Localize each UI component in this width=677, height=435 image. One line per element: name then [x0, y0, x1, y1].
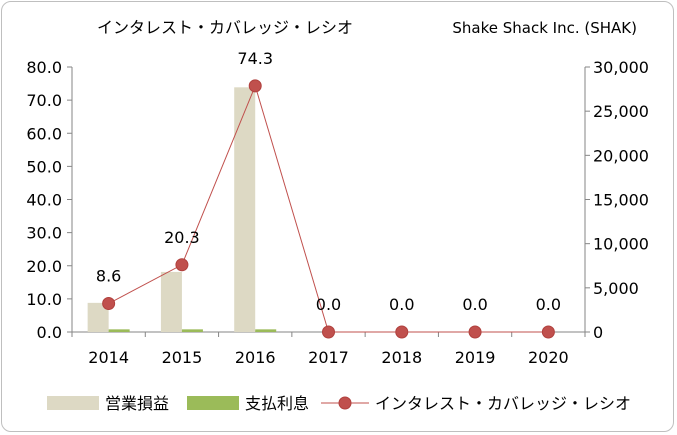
- point-icr: [541, 325, 555, 339]
- point-icr: [322, 325, 335, 339]
- x-tick-label: 2020: [528, 348, 569, 367]
- point-icr: [395, 325, 409, 339]
- point-icr: [248, 79, 262, 93]
- left-tick-label: 70.0: [26, 91, 62, 110]
- x-tick-label: 2017: [308, 348, 349, 367]
- chart-title: インタレスト・カバレッジ・レシオ: [97, 18, 353, 37]
- right-tick-label: 10,000: [593, 235, 649, 254]
- bar-operating-income: [234, 87, 256, 332]
- point-icr: [175, 258, 189, 272]
- bar-interest-expense: [108, 329, 130, 332]
- data-label-icr: 74.3: [237, 49, 273, 68]
- legend-marker-icr: [338, 396, 352, 410]
- data-label-icr: 20.3: [164, 228, 200, 247]
- legend-label-operating-income: 営業損益: [105, 394, 169, 413]
- data-label-icr: 0.0: [536, 295, 561, 314]
- left-tick-label: 0.0: [37, 323, 62, 342]
- bar-interest-expense: [181, 329, 203, 332]
- right-tick-label: 20,000: [593, 146, 649, 165]
- right-tick-label: 30,000: [593, 58, 649, 77]
- legend-swatch-interest-expense: [187, 396, 239, 410]
- data-label-icr: 0.0: [316, 295, 341, 314]
- left-tick-label: 10.0: [26, 290, 62, 309]
- point-icr: [102, 297, 116, 311]
- left-tick-label: 60.0: [26, 124, 62, 143]
- x-tick-label: 2018: [381, 348, 422, 367]
- right-tick-label: 15,000: [593, 191, 649, 210]
- left-tick-label: 20.0: [26, 257, 62, 276]
- legend-label-interest-expense: 支払利息: [245, 394, 309, 413]
- x-tick-label: 2016: [235, 348, 276, 367]
- legend-swatch-operating-income: [47, 396, 99, 410]
- right-tick-label: 5,000: [593, 279, 639, 298]
- data-label-icr: 8.6: [96, 267, 121, 286]
- right-tick-label: 0: [593, 323, 603, 342]
- point-icr: [468, 325, 482, 339]
- x-tick-label: 2019: [455, 348, 496, 367]
- x-tick-label: 2014: [88, 348, 129, 367]
- plot-area: 0.0 10.0 20.0 30.0 40.0 50.0 60.0 70.0 80.0 0 5,00…: [26, 49, 649, 367]
- data-label-icr: 0.0: [462, 295, 487, 314]
- right-tick-label: 25,000: [593, 102, 649, 121]
- legend: 営業損益 支払利息 インタレスト・カバレッジ・レシオ: [47, 394, 631, 413]
- left-tick-label: 30.0: [26, 224, 62, 243]
- bar-interest-expense: [255, 329, 277, 332]
- company-name: Shake Shack Inc. (SHAK): [452, 19, 637, 37]
- legend-label-icr: インタレスト・カバレッジ・レシオ: [375, 394, 631, 413]
- x-tick-label: 2015: [162, 348, 203, 367]
- left-tick-label: 80.0: [26, 58, 62, 77]
- left-tick-label: 40.0: [26, 191, 62, 210]
- data-label-icr: 0.0: [389, 295, 414, 314]
- bar-operating-income: [160, 271, 182, 332]
- left-tick-label: 50.0: [26, 157, 62, 176]
- bar-operating-income: [87, 302, 109, 332]
